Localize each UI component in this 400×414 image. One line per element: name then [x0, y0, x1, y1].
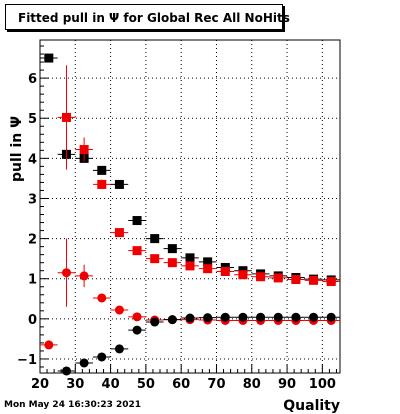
data-point-square	[114, 228, 124, 238]
x-tick-label: 70	[207, 377, 225, 392]
y-tick-label: 0	[28, 313, 37, 328]
data-point-circle	[61, 366, 71, 376]
x-tick-label: 40	[102, 377, 120, 392]
x-tick-label: 20	[31, 377, 49, 392]
y-tick-label: 5	[28, 112, 37, 127]
data-point-square	[132, 216, 142, 226]
data-point-circle	[79, 358, 89, 368]
x-tick-label: 80	[243, 377, 261, 392]
data-point-square	[167, 244, 177, 254]
data-point-circle	[132, 325, 142, 335]
data-point-circle	[203, 313, 213, 323]
data-point-square	[44, 53, 54, 63]
data-point-square	[167, 258, 177, 268]
x-tick-label: 50	[137, 377, 155, 392]
axis-ticks	[39, 45, 337, 373]
y-tick-label: 3	[28, 192, 37, 207]
x-axis-label: Quality	[283, 398, 340, 414]
data-point-circle	[97, 352, 107, 362]
data-point-circle	[97, 293, 107, 303]
data-point-circle	[150, 317, 160, 327]
data-point-circle	[167, 315, 177, 325]
data-point-square	[238, 270, 248, 280]
data-point-circle	[238, 312, 248, 322]
y-axis-label: pull in Ψ	[9, 116, 25, 182]
data-point-circle	[185, 313, 195, 323]
data-point-square	[150, 254, 160, 264]
data-point-circle	[114, 305, 124, 315]
data-point-square	[61, 112, 71, 122]
data-point-circle	[79, 271, 89, 281]
data-point-circle	[256, 312, 266, 322]
y-tick-label: 1	[28, 273, 37, 288]
data-point-circle	[291, 312, 301, 322]
data-point-square	[79, 145, 89, 155]
data-point-square	[203, 257, 213, 267]
data-point-circle	[309, 312, 319, 322]
data-point-circle	[44, 340, 54, 350]
data-layer	[40, 53, 340, 376]
data-point-square	[256, 272, 266, 282]
data-point-circle	[114, 344, 124, 354]
data-point-circle	[61, 268, 71, 278]
plot-title: Fitted pull in Ψ for Global Rec All NoHi…	[18, 11, 290, 25]
data-point-square	[203, 264, 213, 274]
timestamp: Mon May 24 16:30:23 2021	[4, 400, 142, 410]
data-point-circle	[273, 312, 283, 322]
data-point-square	[273, 273, 283, 283]
data-point-square	[291, 275, 301, 285]
data-point-square	[220, 266, 230, 276]
data-point-circle	[132, 312, 142, 322]
data-point-square	[326, 277, 336, 287]
data-point-square	[114, 179, 124, 189]
x-tick-label: 90	[278, 377, 296, 392]
data-point-square	[309, 275, 319, 285]
data-point-circle	[220, 312, 230, 322]
data-point-square	[97, 165, 107, 175]
x-tick-label: 100	[309, 377, 336, 392]
data-point-square	[97, 179, 107, 189]
x-tick-label: 30	[66, 377, 84, 392]
y-tick-label: 2	[28, 233, 37, 248]
data-point-square	[150, 234, 160, 244]
y-tick-label: −1	[17, 353, 37, 368]
data-point-square	[185, 261, 195, 271]
data-point-square	[132, 246, 142, 256]
data-point-circle	[326, 312, 336, 322]
tick-labels: 20 30 40 50 60 70 80 90 100 −1 0 1 2 3 4 5 6	[17, 72, 336, 392]
title-box: Fitted pull in Ψ for Global Rec All NoHi…	[5, 4, 290, 30]
x-tick-label: 60	[172, 377, 190, 392]
y-tick-label: 4	[28, 152, 37, 167]
y-tick-label: 6	[28, 72, 37, 87]
data-point-square	[185, 253, 195, 263]
